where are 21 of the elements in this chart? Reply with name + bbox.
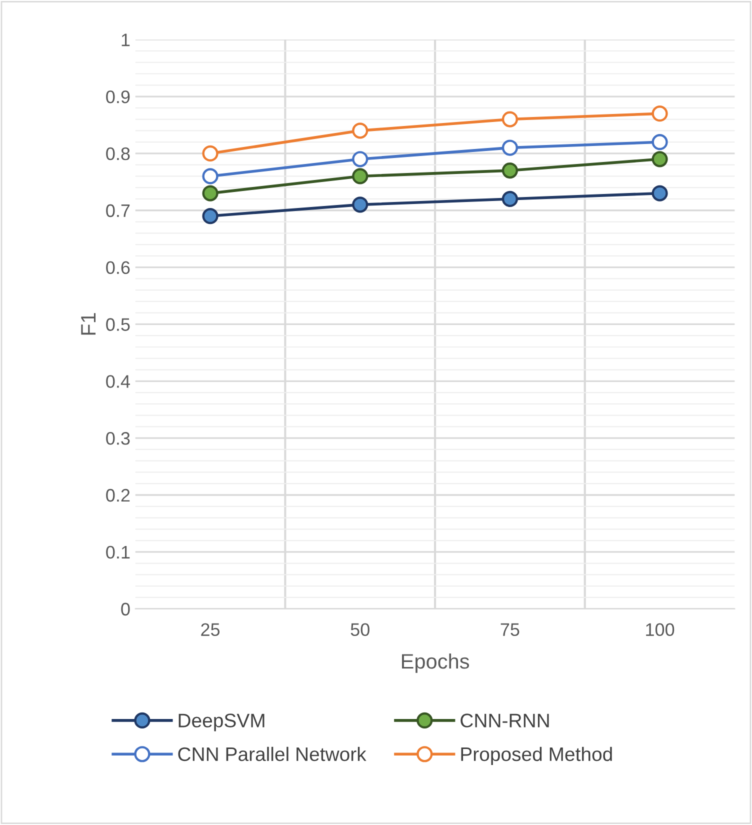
y-tick-label: 0.4 xyxy=(106,375,130,388)
y-tick-label: 0.8 xyxy=(106,147,130,160)
y-tick-label: 0.2 xyxy=(106,488,130,502)
x-axis-title: Epochs xyxy=(402,653,470,673)
x-tick-label: 100 xyxy=(646,623,674,636)
y-tick-label: 0.6 xyxy=(106,261,130,274)
y-tick-label: 1 xyxy=(122,34,130,46)
legend-label: CNN Parallel Network xyxy=(178,746,366,762)
y-tick-label: 0.7 xyxy=(106,204,130,218)
legend-label: DeepSVM xyxy=(178,714,264,732)
legend-label: CNN-RNN xyxy=(460,714,549,728)
y-tick-label: 0.1 xyxy=(106,546,130,559)
y-tick-label: 0.3 xyxy=(106,432,130,445)
y-axis-title: F1 xyxy=(81,313,96,335)
x-tick-label: 25 xyxy=(201,623,220,636)
y-tick-label: 0.5 xyxy=(106,318,130,331)
x-tick-label: 75 xyxy=(500,623,520,636)
legend-label: Proposed Method xyxy=(461,746,612,765)
y-tick-label: 0.9 xyxy=(106,90,130,104)
x-tick-label: 50 xyxy=(350,623,370,636)
y-tick-label: 0 xyxy=(121,602,130,616)
